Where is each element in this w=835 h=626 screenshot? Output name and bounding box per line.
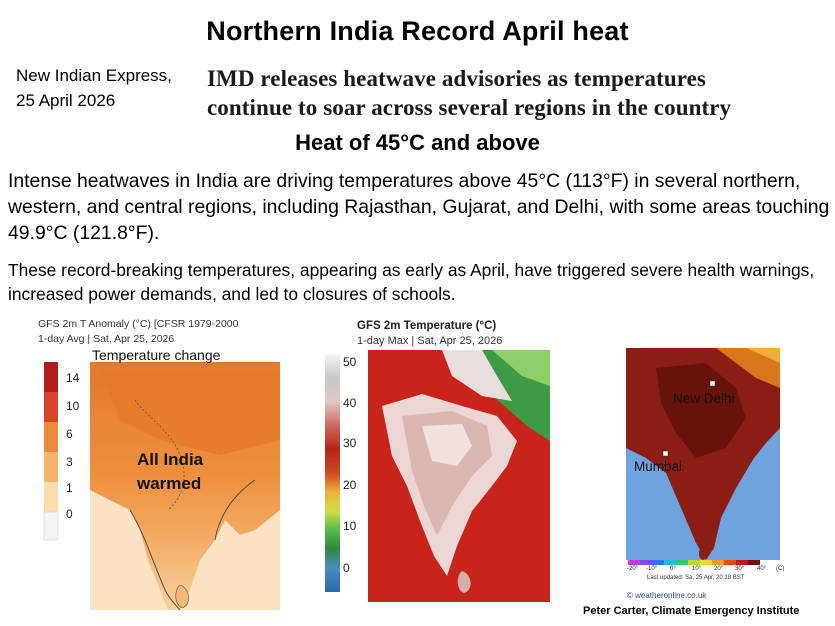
- temperature-map-subtitle: 1-day Max | Sat, Apr 25, 2026: [357, 335, 503, 347]
- temperature-colorbar: [325, 354, 340, 592]
- paragraph-heatwave: Intense heatwaves in India are driving t…: [8, 170, 830, 244]
- slide-title: Northern India Record April heat: [206, 16, 629, 46]
- weatheronline-scale-tick: -20°: [627, 566, 639, 572]
- anomaly-scale-tick: 0: [66, 507, 73, 521]
- source-date: 25 April 2026: [16, 91, 116, 110]
- sri-lanka-shape: [175, 584, 189, 609]
- anomaly-overlay-line-1: All India: [137, 450, 204, 469]
- temperature-scale-tick: 20: [343, 478, 357, 492]
- anomaly-map-title: GFS 2m T Anomaly (°C) [CFSR 1979-2000: [38, 318, 239, 330]
- temperature-map: [325, 350, 550, 602]
- anomaly-scale-tick: 14: [66, 371, 80, 385]
- slide-attribution: Peter Carter, Climate Emergency Institut…: [583, 605, 800, 617]
- anomaly-colorbar: [43, 362, 59, 541]
- temperature-scale-tick: 30: [343, 436, 357, 450]
- city-marker-new-delhi: [709, 380, 716, 387]
- anomaly-map-label: Temperature change: [92, 347, 221, 363]
- paragraph-impacts: These record-breaking temperatures, appe…: [8, 260, 815, 304]
- temperature-scale-tick: 50: [343, 355, 357, 369]
- weatheronline-updated: Last updated: Sa, 25 Apr, 20:18 BST: [647, 575, 745, 581]
- temperature-scale-tick: 0: [343, 561, 350, 575]
- subheading: Heat of 45°C and above: [295, 130, 540, 155]
- weatheronline-scale-tick: 40°: [757, 566, 767, 572]
- anomaly-map-subtitle: 1-day Avg | Sat, Apr 25, 2026: [38, 333, 175, 345]
- temperature-scale-tick: 40: [343, 396, 357, 410]
- weatheronline-colorbar: [628, 560, 760, 565]
- temperature-map-title: GFS 2m Temperature (°C): [357, 320, 497, 332]
- weatheronline-scale-tick: 0°: [670, 566, 676, 572]
- weatheronline-scale-tick: 30°: [735, 566, 745, 572]
- anomaly-scale-tick: 10: [66, 399, 80, 413]
- headline-line-2: continue to soar across several regions …: [207, 95, 732, 120]
- anomaly-map: [43, 362, 280, 610]
- anomaly-scale-tick: 6: [66, 427, 73, 441]
- anomaly-scale-tick: 1: [66, 481, 73, 495]
- city-label-new-delhi: New Delhi: [673, 391, 735, 406]
- weatheronline-map: [626, 348, 780, 565]
- anomaly-scale-tick: 3: [66, 455, 73, 469]
- city-label-mumbai: Mumbai: [634, 459, 683, 474]
- news-headline: IMD releases heatwave advisories as temp…: [207, 64, 817, 122]
- anomaly-overlay-line-2: warmed: [137, 474, 202, 493]
- weatheronline-scale-tick: (C): [776, 566, 785, 572]
- headline-line-1: IMD releases heatwave advisories as temp…: [207, 66, 706, 91]
- source-name: New Indian Express,: [16, 66, 172, 85]
- weatheronline-scale-tick: -10°: [646, 566, 658, 572]
- weatheronline-scale-tick: 20°: [714, 566, 724, 572]
- weatheronline-scale-tick: 10°: [692, 566, 702, 572]
- weatheronline-credit: © weatheronline.co.uk: [627, 591, 707, 600]
- city-marker-mumbai: [662, 450, 669, 457]
- temperature-scale-tick: 10: [343, 519, 357, 533]
